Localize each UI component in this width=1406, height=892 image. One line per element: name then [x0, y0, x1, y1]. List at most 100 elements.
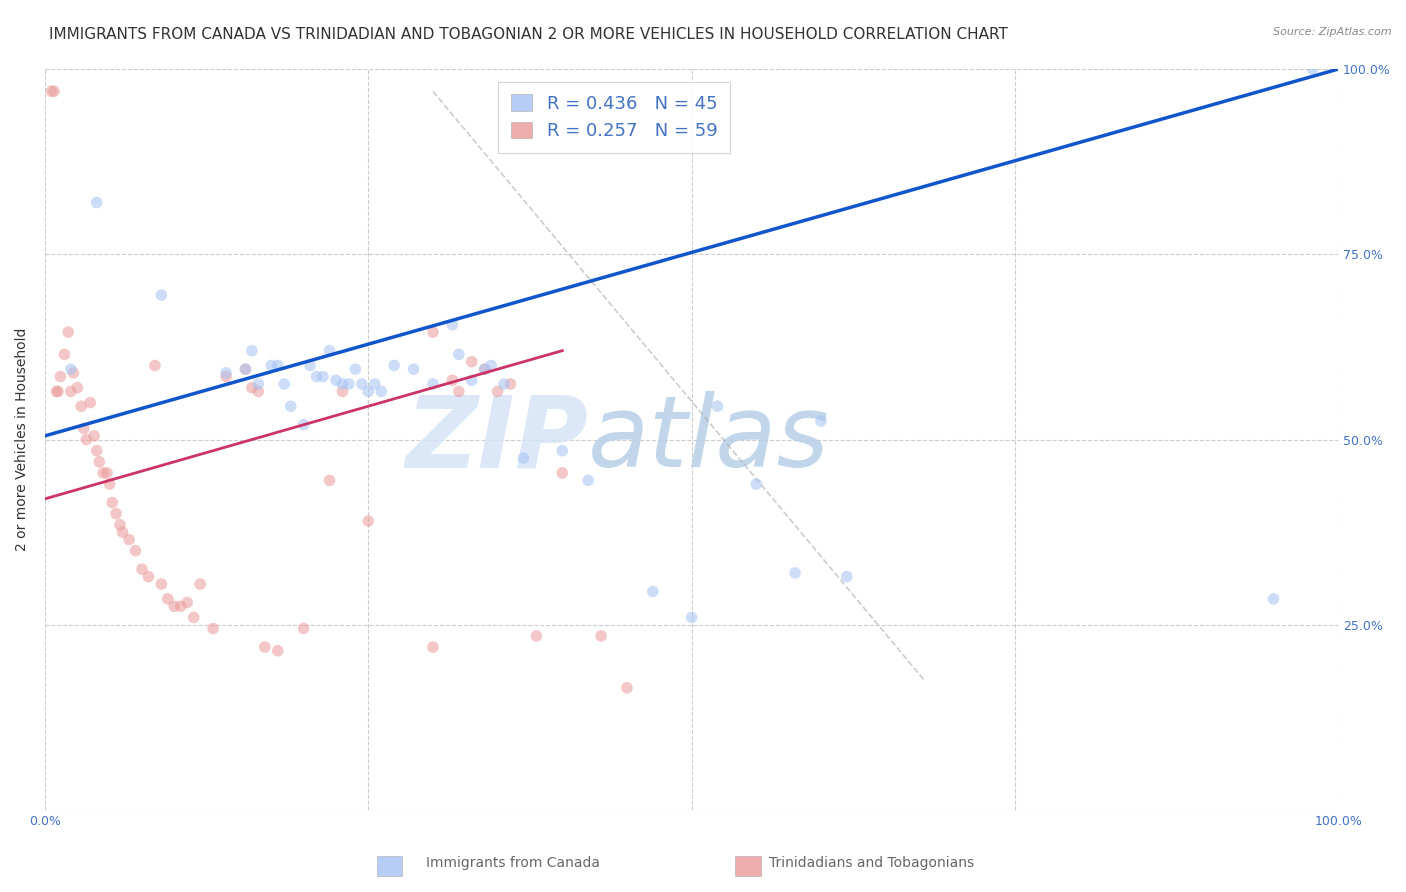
Point	[486, 384, 509, 399]
Point	[91, 466, 114, 480]
Point	[422, 376, 444, 391]
Point	[83, 429, 105, 443]
Point	[46, 384, 69, 399]
Point	[273, 376, 295, 391]
Point	[551, 443, 574, 458]
Point	[53, 347, 76, 361]
Point	[810, 414, 832, 428]
Point	[305, 369, 328, 384]
Text: atlas: atlas	[588, 391, 830, 488]
Point	[62, 366, 84, 380]
Point	[163, 599, 186, 614]
Point	[422, 640, 444, 654]
Point	[325, 373, 347, 387]
Point	[461, 355, 484, 369]
Point	[131, 562, 153, 576]
Point	[235, 362, 257, 376]
Point	[202, 622, 225, 636]
Point	[318, 473, 340, 487]
Point	[138, 569, 160, 583]
Point	[59, 362, 82, 376]
Point	[422, 325, 444, 339]
Point	[89, 455, 111, 469]
Point	[835, 569, 858, 583]
Point	[59, 384, 82, 399]
Point	[235, 362, 257, 376]
Point	[215, 366, 238, 380]
Point	[267, 644, 290, 658]
Point	[551, 466, 574, 480]
Point	[332, 384, 354, 399]
Point	[479, 359, 502, 373]
Point	[96, 466, 118, 480]
Point	[441, 373, 464, 387]
Point	[101, 495, 124, 509]
Point	[260, 359, 283, 373]
Point	[499, 376, 522, 391]
Point	[98, 477, 121, 491]
Point	[45, 384, 67, 399]
Point	[79, 395, 101, 409]
Point	[73, 421, 96, 435]
Point	[357, 384, 380, 399]
Point	[1301, 62, 1323, 76]
Point	[49, 369, 72, 384]
Point	[292, 417, 315, 432]
Point	[150, 577, 173, 591]
Point	[312, 369, 335, 384]
Point	[124, 543, 146, 558]
Point	[267, 359, 290, 373]
Point	[783, 566, 806, 580]
Point	[108, 517, 131, 532]
Point	[318, 343, 340, 358]
Point	[176, 596, 198, 610]
Point	[332, 376, 354, 391]
Point	[253, 640, 276, 654]
Point	[494, 376, 516, 391]
Point	[292, 622, 315, 636]
Point	[706, 399, 728, 413]
Point	[526, 629, 548, 643]
Point	[240, 381, 263, 395]
Point	[337, 376, 360, 391]
Point	[143, 359, 166, 373]
Point	[42, 84, 65, 98]
Legend: R = 0.436   N = 45, R = 0.257   N = 59: R = 0.436 N = 45, R = 0.257 N = 59	[498, 82, 730, 153]
Text: ZIP: ZIP	[405, 391, 588, 488]
Text: Source: ZipAtlas.com: Source: ZipAtlas.com	[1274, 27, 1392, 37]
Point	[183, 610, 205, 624]
Point	[247, 384, 270, 399]
Point	[350, 376, 373, 391]
Point	[447, 384, 470, 399]
Point	[441, 318, 464, 332]
Point	[474, 362, 496, 376]
Point	[70, 399, 93, 413]
Point	[745, 477, 768, 491]
Text: IMMIGRANTS FROM CANADA VS TRINIDADIAN AND TOBAGONIAN 2 OR MORE VEHICLES IN HOUSE: IMMIGRANTS FROM CANADA VS TRINIDADIAN AN…	[49, 27, 1008, 42]
Point	[156, 591, 179, 606]
Point	[299, 359, 322, 373]
Point	[188, 577, 211, 591]
Point	[512, 451, 534, 466]
Point	[280, 399, 302, 413]
Point	[75, 433, 97, 447]
Point	[344, 362, 367, 376]
Point	[447, 347, 470, 361]
Point	[474, 362, 496, 376]
Point	[591, 629, 613, 643]
Point	[118, 533, 141, 547]
Y-axis label: 2 or more Vehicles in Household: 2 or more Vehicles in Household	[15, 328, 30, 551]
Point	[461, 373, 484, 387]
Point	[576, 473, 599, 487]
Point	[215, 369, 238, 384]
Point	[370, 384, 392, 399]
Point	[150, 288, 173, 302]
Point	[41, 84, 63, 98]
Text: Immigrants from Canada: Immigrants from Canada	[426, 855, 600, 870]
Point	[681, 610, 703, 624]
Point	[66, 381, 89, 395]
Point	[86, 195, 108, 210]
Point	[58, 325, 80, 339]
Point	[1263, 591, 1285, 606]
Point	[111, 525, 134, 540]
